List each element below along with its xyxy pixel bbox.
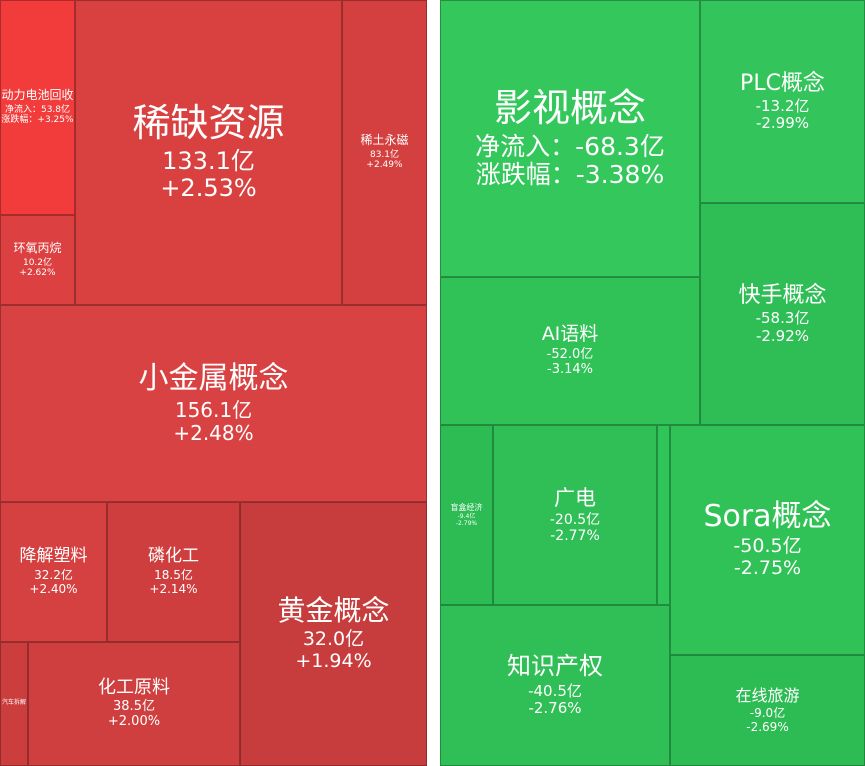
tile: 动力电池回收净流入：53.8亿 涨跌幅：+3.25% — [0, 0, 75, 215]
tile-change: +2.53% — [160, 174, 257, 203]
tile: 环氧丙烷 10.2亿 +2.62% — [0, 215, 75, 305]
tile-flow: 156.1亿 — [174, 397, 253, 422]
tile: 小金属概念 156.1亿 +2.48% — [0, 305, 427, 502]
tile-name: 环氧丙烷 — [13, 240, 62, 255]
tile-name: 小金属概念 — [138, 361, 289, 397]
tile-flow: -9.0亿 — [749, 705, 786, 720]
tile-change: +2.49% — [366, 160, 403, 171]
tile-change: -2.79% — [455, 519, 478, 527]
tile-flow: 净流入：-68.3亿 — [475, 131, 665, 161]
tile-flow: -52.0亿 — [546, 346, 594, 362]
tile: 稀缺资源 133.1亿 +2.53% — [75, 0, 342, 305]
tile-name: 盲盒经济 — [450, 502, 483, 512]
tile: AI语料 -52.0亿 -3.14% — [440, 277, 700, 425]
tile-name: 黄金概念 — [277, 594, 390, 628]
tile-name: 稀土永磁 — [360, 133, 409, 148]
tile-change: 涨跌幅：+3.25% — [1, 115, 74, 126]
tile: 快手概念 -58.3亿 -2.92% — [700, 203, 865, 425]
tile-flow: 32.2亿 — [34, 567, 73, 582]
tile-name: 快手概念 — [738, 283, 827, 309]
tile: 广电 -20.5亿 -2.77% — [493, 425, 657, 605]
tile: 磷化工 18.5亿 +2.14% — [107, 502, 240, 642]
tile-flow: -9.4亿 — [457, 512, 476, 520]
tile: 汽车拆解 — [0, 642, 28, 766]
tile-name: 动力电池回收 — [1, 88, 74, 103]
tile-name: PLC概念 — [740, 70, 825, 96]
tile-change: -2.76% — [528, 699, 582, 718]
tile-flow: 18.5亿 — [154, 567, 193, 582]
tile-name: 知识产权 — [507, 652, 603, 681]
tile-name: AI语料 — [541, 323, 599, 346]
tile: 降解塑料 32.2亿 +2.40% — [0, 502, 107, 642]
tile-flow: 38.5亿 — [113, 699, 155, 715]
tile-change: +2.48% — [173, 420, 254, 445]
tile-change: -2.69% — [746, 719, 789, 734]
tile-change: +2.62% — [19, 267, 56, 278]
tile: Sora概念 -50.5亿 -2.75% — [670, 425, 865, 655]
tile-flow: 10.2亿 — [22, 257, 53, 268]
tile: 在线旅游 -9.0亿 -2.69% — [670, 655, 865, 766]
tile-flow: 133.1亿 — [162, 146, 255, 175]
tile: 黄金概念 32.0亿 +1.94% — [240, 502, 427, 766]
tile-change: -2.75% — [733, 557, 802, 580]
tile-name: 广电 — [554, 485, 596, 510]
tile-name: 磷化工 — [148, 546, 199, 567]
tile-name: Sora概念 — [703, 498, 832, 534]
tile-change: -2.92% — [755, 326, 810, 345]
tile-change: +2.40% — [29, 581, 78, 596]
tile-change: -3.14% — [547, 361, 593, 377]
tile-flow: 32.0亿 — [302, 628, 365, 651]
tile-name: 稀缺资源 — [132, 101, 285, 146]
tile: 影视概念 净流入：-68.3亿 涨跌幅：-3.38% — [440, 0, 700, 277]
tile-name: 化工原料 — [98, 676, 170, 698]
tile: 化工原料 38.5亿 +2.00% — [28, 642, 240, 766]
tile-change: -2.99% — [755, 114, 810, 133]
tile-change: +1.94% — [295, 650, 372, 673]
tile-change: 涨跌幅：-3.38% — [475, 160, 665, 190]
tile-change: +2.14% — [149, 581, 198, 596]
tile: 盲盒经济 -9.4亿 -2.79% — [440, 425, 493, 605]
tile: 稀土永磁 83.1亿 +2.49% — [342, 0, 427, 305]
tile-flow: -20.5亿 — [549, 511, 601, 528]
tile: 知识产权 -40.5亿 -2.76% — [440, 605, 670, 766]
tile-name: 影视概念 — [493, 85, 646, 130]
tile-name: 在线旅游 — [735, 685, 800, 705]
tile-name: 降解塑料 — [19, 546, 88, 567]
tile-flow: -40.5亿 — [528, 682, 582, 701]
tile-change: -2.77% — [550, 528, 600, 545]
tile-flow: -13.2亿 — [755, 96, 810, 115]
tile-flow: 净流入：53.8亿 — [4, 105, 71, 116]
tile-flow: 83.1亿 — [369, 150, 400, 161]
tile-change: +2.00% — [107, 714, 161, 730]
tile-flow: -58.3亿 — [755, 309, 810, 328]
tile-name: 汽车拆解 — [1, 698, 26, 706]
tile: PLC概念 -13.2亿 -2.99% — [700, 0, 865, 203]
tile-flow: -50.5亿 — [733, 535, 802, 558]
tile — [657, 425, 670, 605]
